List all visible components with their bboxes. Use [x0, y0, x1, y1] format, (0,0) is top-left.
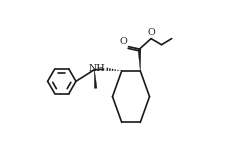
Polygon shape — [138, 49, 141, 71]
Text: O: O — [147, 28, 155, 37]
Text: NH: NH — [89, 64, 106, 73]
Text: O: O — [120, 37, 128, 46]
Polygon shape — [94, 70, 97, 88]
